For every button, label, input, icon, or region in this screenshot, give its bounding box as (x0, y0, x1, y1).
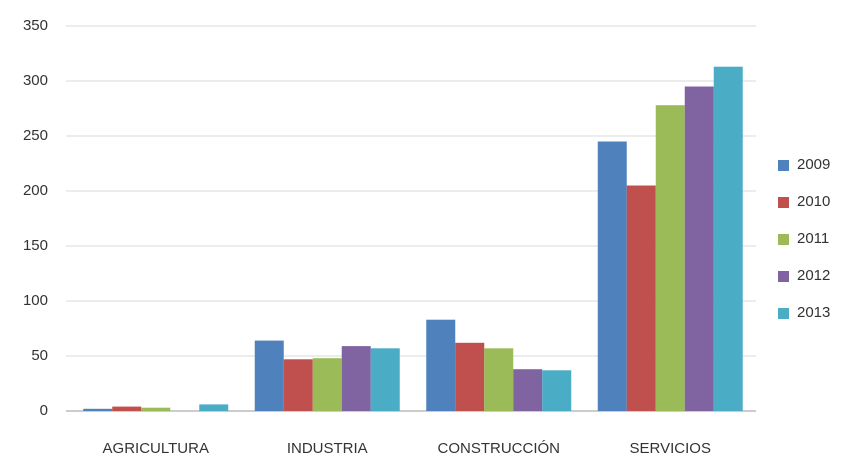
bar (83, 408, 113, 411)
legend-swatch (778, 160, 789, 171)
legend-swatch (778, 234, 789, 245)
legend-label: 2012 (797, 267, 830, 284)
bar (484, 348, 514, 411)
legend-swatch (778, 197, 789, 208)
y-tick-label: 150 (23, 237, 48, 254)
bar (341, 346, 371, 411)
bar (141, 407, 171, 411)
bar (199, 404, 229, 411)
legend-swatch (778, 308, 789, 319)
bar (455, 342, 485, 411)
bar (426, 319, 456, 411)
legend-label: 2011 (797, 230, 829, 247)
x-tick-label: INDUSTRIA (287, 440, 368, 457)
y-tick-label: 50 (31, 347, 48, 364)
y-tick-label: 100 (23, 292, 48, 309)
bar (626, 185, 656, 411)
y-tick-label: 0 (40, 402, 48, 419)
legend-label: 2010 (797, 193, 830, 210)
bar (597, 141, 627, 411)
bar (713, 66, 743, 411)
bar (542, 370, 572, 411)
x-tick-label: AGRICULTURA (103, 440, 209, 457)
y-tick-label: 250 (23, 127, 48, 144)
y-tick-label: 300 (23, 72, 48, 89)
bar (112, 406, 142, 411)
legend-label: 2009 (797, 156, 830, 173)
bar (684, 86, 714, 411)
x-tick-label: CONSTRUCCIÓN (438, 440, 561, 457)
bar (655, 105, 685, 411)
bar (513, 369, 543, 411)
x-tick-label: SERVICIOS (630, 440, 711, 457)
bar (312, 358, 342, 411)
y-tick-label: 200 (23, 182, 48, 199)
y-tick-label: 350 (23, 17, 48, 34)
bar (283, 359, 313, 411)
bar (370, 348, 400, 411)
bar (254, 340, 284, 411)
legend-label: 2013 (797, 304, 830, 321)
legend-swatch (778, 271, 789, 282)
